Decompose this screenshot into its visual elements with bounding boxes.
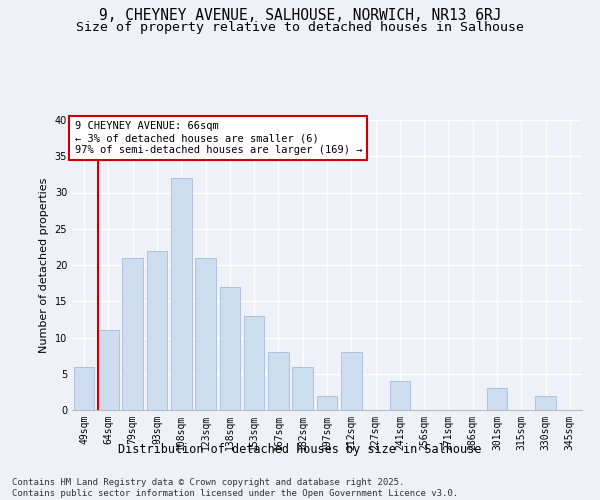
Bar [220, 287, 240, 410]
Bar [195, 258, 216, 410]
Bar [98, 330, 119, 410]
Bar [389, 381, 410, 410]
Bar [122, 258, 143, 410]
Bar [535, 396, 556, 410]
Text: Size of property relative to detached houses in Salhouse: Size of property relative to detached ho… [76, 21, 524, 34]
Y-axis label: Number of detached properties: Number of detached properties [39, 178, 49, 352]
Bar [171, 178, 191, 410]
Bar [292, 366, 313, 410]
Bar [487, 388, 508, 410]
Text: Contains HM Land Registry data © Crown copyright and database right 2025.
Contai: Contains HM Land Registry data © Crown c… [12, 478, 458, 498]
Text: Distribution of detached houses by size in Salhouse: Distribution of detached houses by size … [118, 442, 482, 456]
Bar [74, 366, 94, 410]
Bar [317, 396, 337, 410]
Bar [244, 316, 265, 410]
Bar [146, 250, 167, 410]
Bar [341, 352, 362, 410]
Text: 9 CHEYNEY AVENUE: 66sqm
← 3% of detached houses are smaller (6)
97% of semi-deta: 9 CHEYNEY AVENUE: 66sqm ← 3% of detached… [74, 122, 362, 154]
Bar [268, 352, 289, 410]
Text: 9, CHEYNEY AVENUE, SALHOUSE, NORWICH, NR13 6RJ: 9, CHEYNEY AVENUE, SALHOUSE, NORWICH, NR… [99, 8, 501, 22]
